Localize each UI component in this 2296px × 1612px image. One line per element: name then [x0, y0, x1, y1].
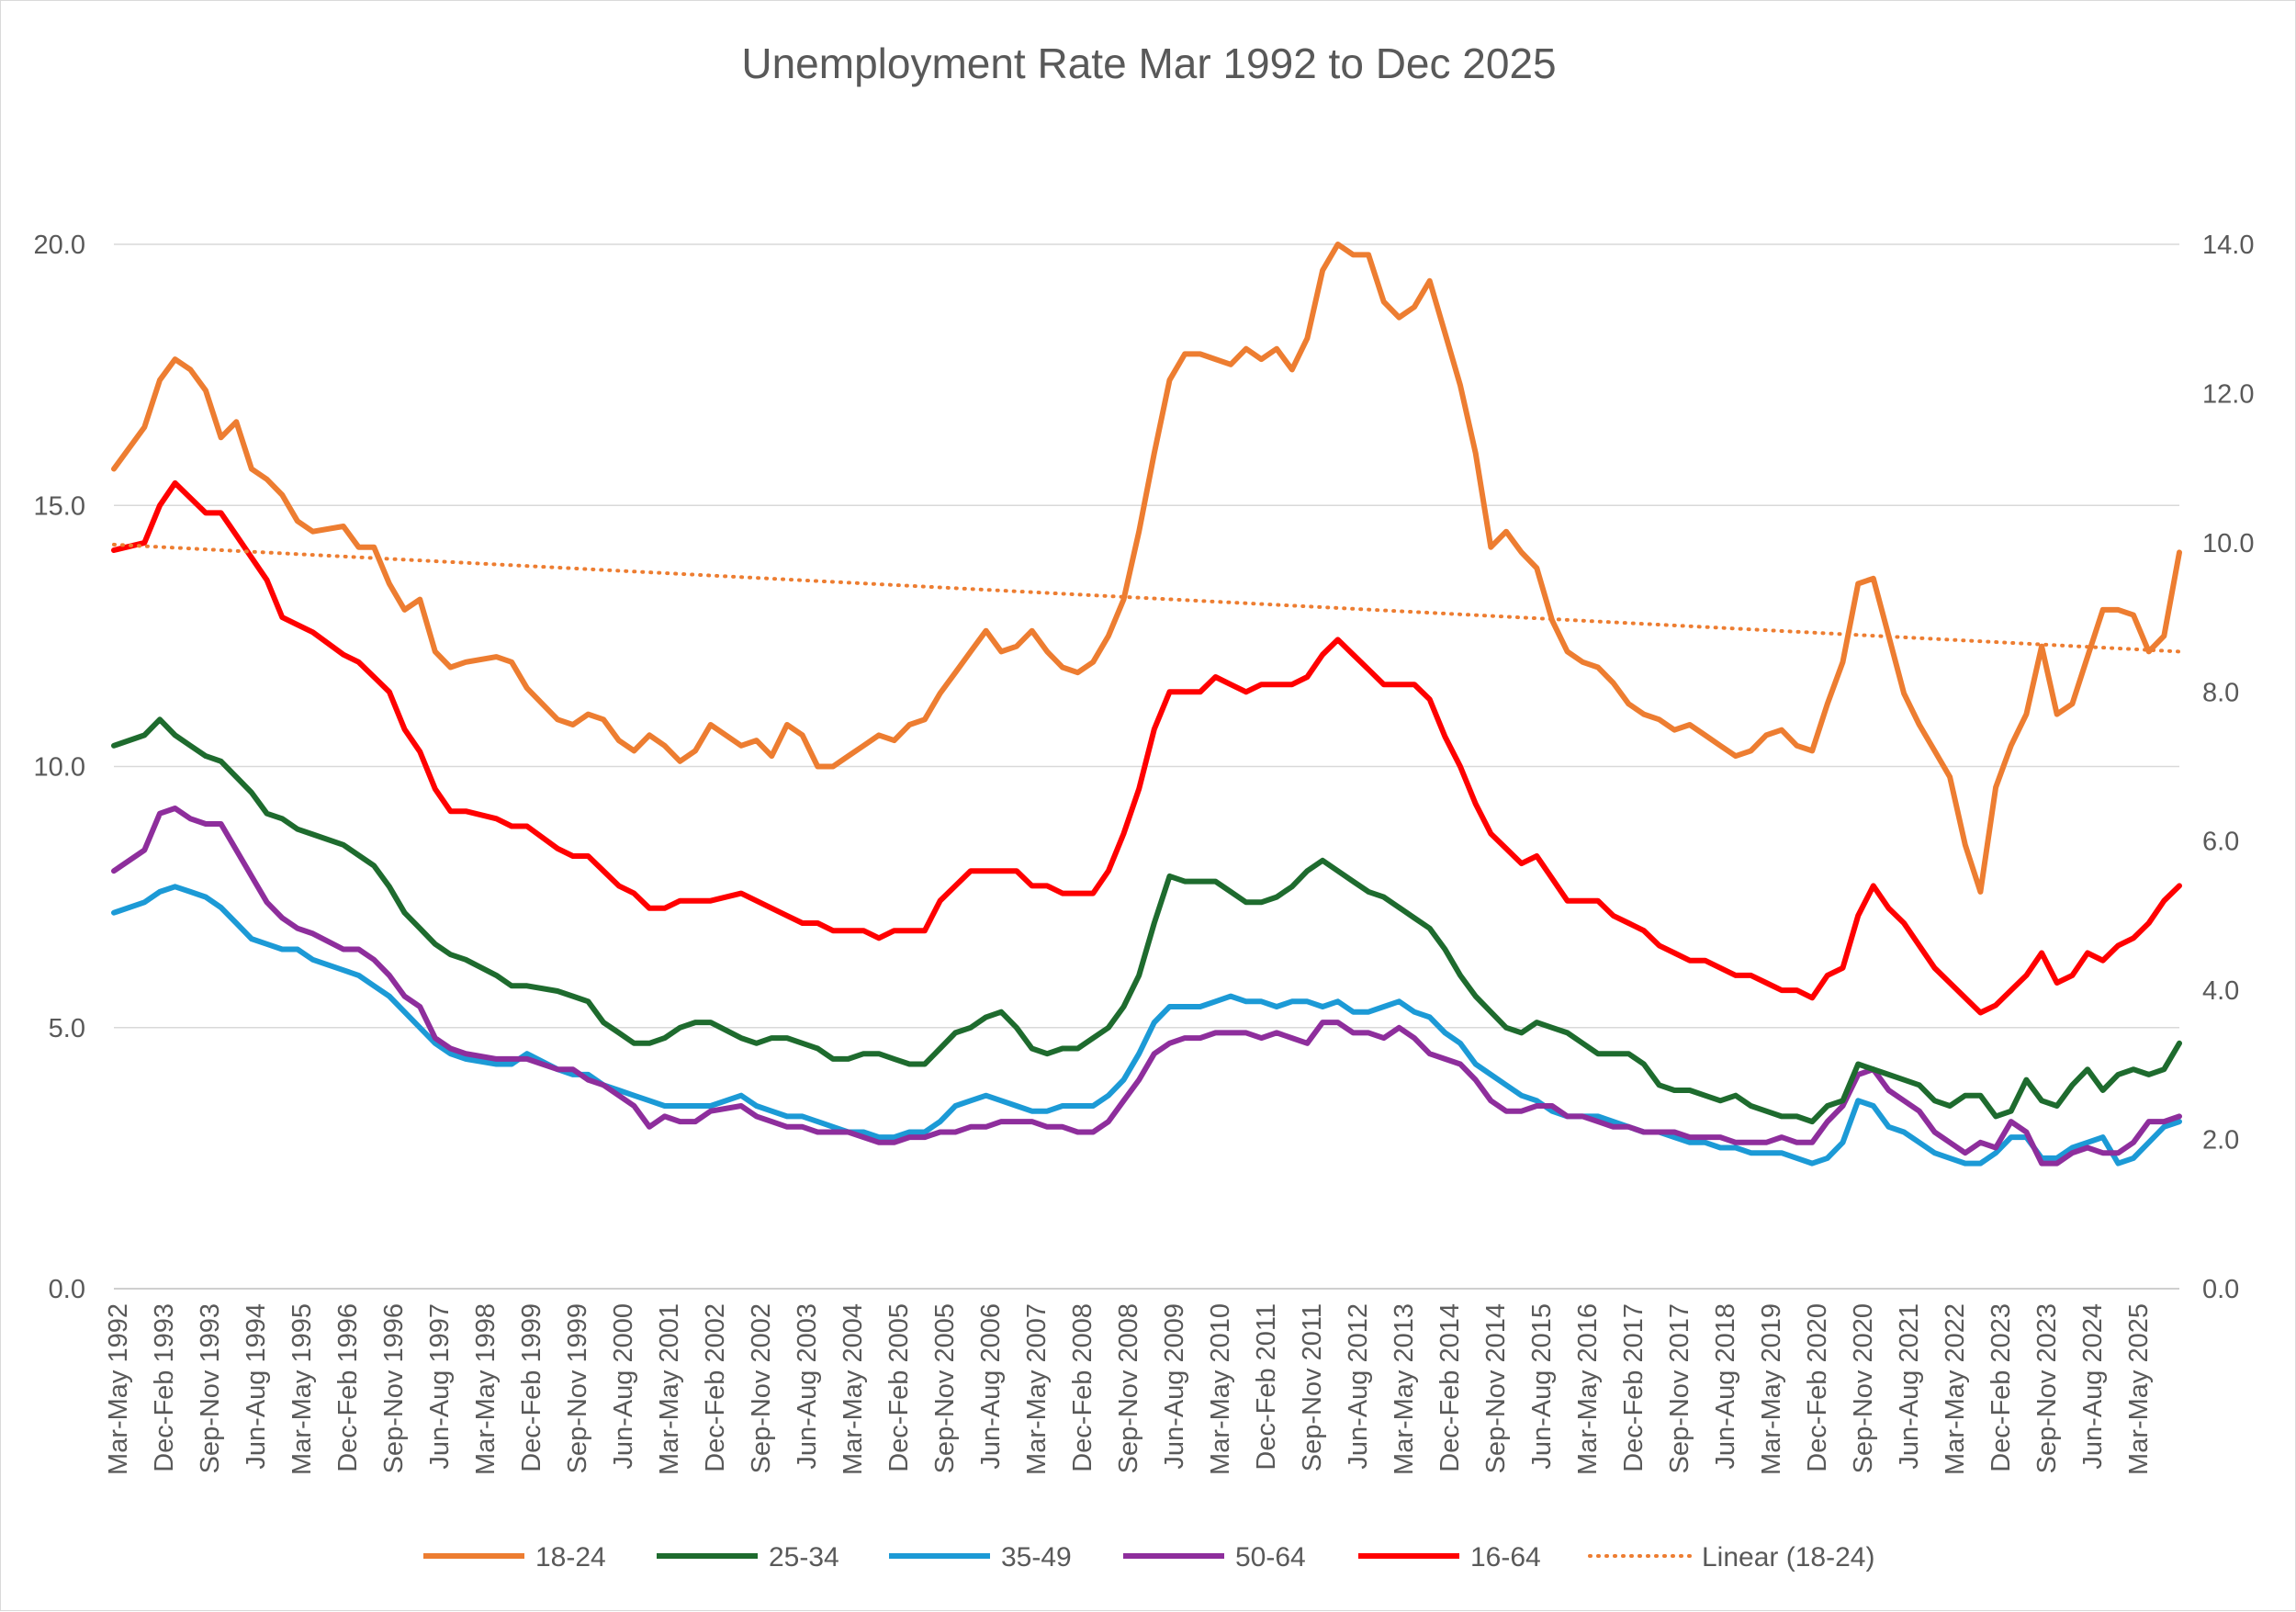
x-tick-label: Dec-Feb 2005	[884, 1303, 914, 1472]
y2-tick-label: 4.0	[2202, 976, 2239, 1006]
x-tick-label: Jun-Aug 2006	[976, 1303, 1006, 1470]
x-tick-label: Dec-Feb 2020	[1803, 1303, 1832, 1472]
x-tick-label: Mar-May 2016	[1573, 1303, 1603, 1475]
x-tick-label: Sep-Nov 2017	[1665, 1303, 1694, 1473]
y-tick-label: 5.0	[49, 1014, 85, 1043]
series-line-16-64	[111, 479, 2182, 1016]
x-tick-label: Sep-Nov 2014	[1481, 1303, 1511, 1473]
x-tick-label: Sep-Nov 1999	[563, 1303, 592, 1473]
y-tick-label: 15.0	[34, 491, 85, 521]
x-tick-label: Mar-May 2022	[1941, 1303, 1970, 1475]
x-tick-label: Mar-May 2025	[2124, 1303, 2154, 1475]
x-tick-label: Mar-May 2007	[1022, 1303, 1052, 1475]
series-line-25-34	[111, 716, 2182, 1125]
x-tick-label: Mar-May 1992	[104, 1303, 133, 1475]
x-tick-label: Dec-Feb 2011	[1252, 1303, 1281, 1471]
x-tick-label: Jun-Aug 1994	[242, 1303, 271, 1470]
legend-label: 18-24	[535, 1542, 606, 1573]
y2-tick-label: 10.0	[2202, 529, 2254, 558]
y2-tick-label: 8.0	[2202, 678, 2239, 707]
x-tick-label: Sep-Nov 1996	[379, 1303, 409, 1473]
y2-tick-label: 2.0	[2202, 1126, 2239, 1155]
legend: 18-24 25-34 35-49 50-64 16-64 Linear (18-24)	[423, 1542, 1874, 1573]
x-tick-label: Dec-Feb 1996	[333, 1303, 363, 1472]
x-tick-label: Dec-Feb 1993	[150, 1303, 179, 1472]
y-axis-left: 0.0 5.0 10.0 15.0 20.0	[34, 231, 85, 1304]
chart-title: Unemployment Rate Mar 1992 to Dec 2025	[741, 39, 1556, 87]
legend-label: 25-34	[769, 1542, 839, 1573]
x-tick-label: Mar-May 2004	[838, 1303, 868, 1475]
x-tick-label: Sep-Nov 2020	[1849, 1303, 1878, 1473]
series-line-linear-18-24-	[112, 542, 2181, 654]
legend-label: 50-64	[1235, 1542, 1306, 1573]
x-axis: Mar-May 1992 Dec-Feb 1993 Sep-Nov 1993 Jun-…	[104, 1303, 2154, 1475]
legend-label: Linear (18-24)	[1702, 1542, 1874, 1573]
x-tick-label: Jun-Aug 2024	[2078, 1303, 2108, 1470]
x-tick-label: Jun-Aug 2012	[1344, 1303, 1373, 1470]
x-tick-label: Dec-Feb 2002	[701, 1303, 730, 1472]
x-tick-label: Mar-May 2019	[1757, 1303, 1786, 1475]
y-tick-label: 10.0	[34, 753, 85, 783]
x-tick-label: Sep-Nov 2005	[930, 1303, 960, 1473]
x-tick-label: Mar-May 2010	[1206, 1303, 1235, 1475]
y2-tick-label: 0.0	[2202, 1275, 2239, 1304]
x-tick-label: Jun-Aug 1997	[425, 1303, 455, 1470]
x-tick-label: Dec-Feb 2014	[1435, 1303, 1465, 1472]
y-axis-right: 0.0 2.0 4.0 6.0 8.0 10.0 12.0 14.0	[2202, 231, 2254, 1304]
x-tick-label: Dec-Feb 2008	[1068, 1303, 1097, 1472]
series-lines	[111, 242, 2182, 1167]
x-tick-label: Jun-Aug 2018	[1711, 1303, 1740, 1470]
x-tick-label: Sep-Nov 2011	[1298, 1303, 1327, 1471]
series-line-50-64	[111, 806, 2182, 1167]
x-tick-label: Dec-Feb 2017	[1619, 1303, 1649, 1472]
y2-tick-label: 12.0	[2202, 379, 2254, 409]
x-tick-label: Dec-Feb 2023	[1986, 1303, 2016, 1472]
x-tick-label: Mar-May 2013	[1390, 1303, 1419, 1475]
x-tick-label: Sep-Nov 2008	[1114, 1303, 1143, 1473]
y-tick-label: 0.0	[49, 1275, 85, 1304]
y2-tick-label: 6.0	[2202, 828, 2239, 857]
x-tick-label: Mar-May 1998	[471, 1303, 501, 1475]
x-tick-label: Mar-May 2001	[655, 1303, 684, 1475]
y2-tick-label: 14.0	[2202, 231, 2254, 260]
x-tick-label: Sep-Nov 2023	[2032, 1303, 2062, 1473]
x-tick-label: Mar-May 1995	[287, 1303, 317, 1475]
x-tick-label: Sep-Nov 1993	[196, 1303, 225, 1473]
series-line-18-24	[111, 242, 2182, 895]
x-tick-label: Jun-Aug 2021	[1895, 1303, 1924, 1470]
x-tick-label: Jun-Aug 2015	[1527, 1303, 1557, 1470]
x-tick-label: Jun-Aug 2003	[793, 1303, 822, 1470]
x-tick-label: Sep-Nov 2002	[747, 1303, 776, 1473]
legend-label: 35-49	[1001, 1542, 1072, 1573]
legend-label: 16-64	[1470, 1542, 1541, 1573]
y-tick-label: 20.0	[34, 231, 85, 260]
series-line-35-49	[111, 884, 2182, 1167]
x-tick-label: Jun-Aug 2000	[609, 1303, 638, 1470]
x-tick-label: Dec-Feb 1999	[517, 1303, 546, 1472]
x-tick-label: Jun-Aug 2009	[1160, 1303, 1189, 1470]
